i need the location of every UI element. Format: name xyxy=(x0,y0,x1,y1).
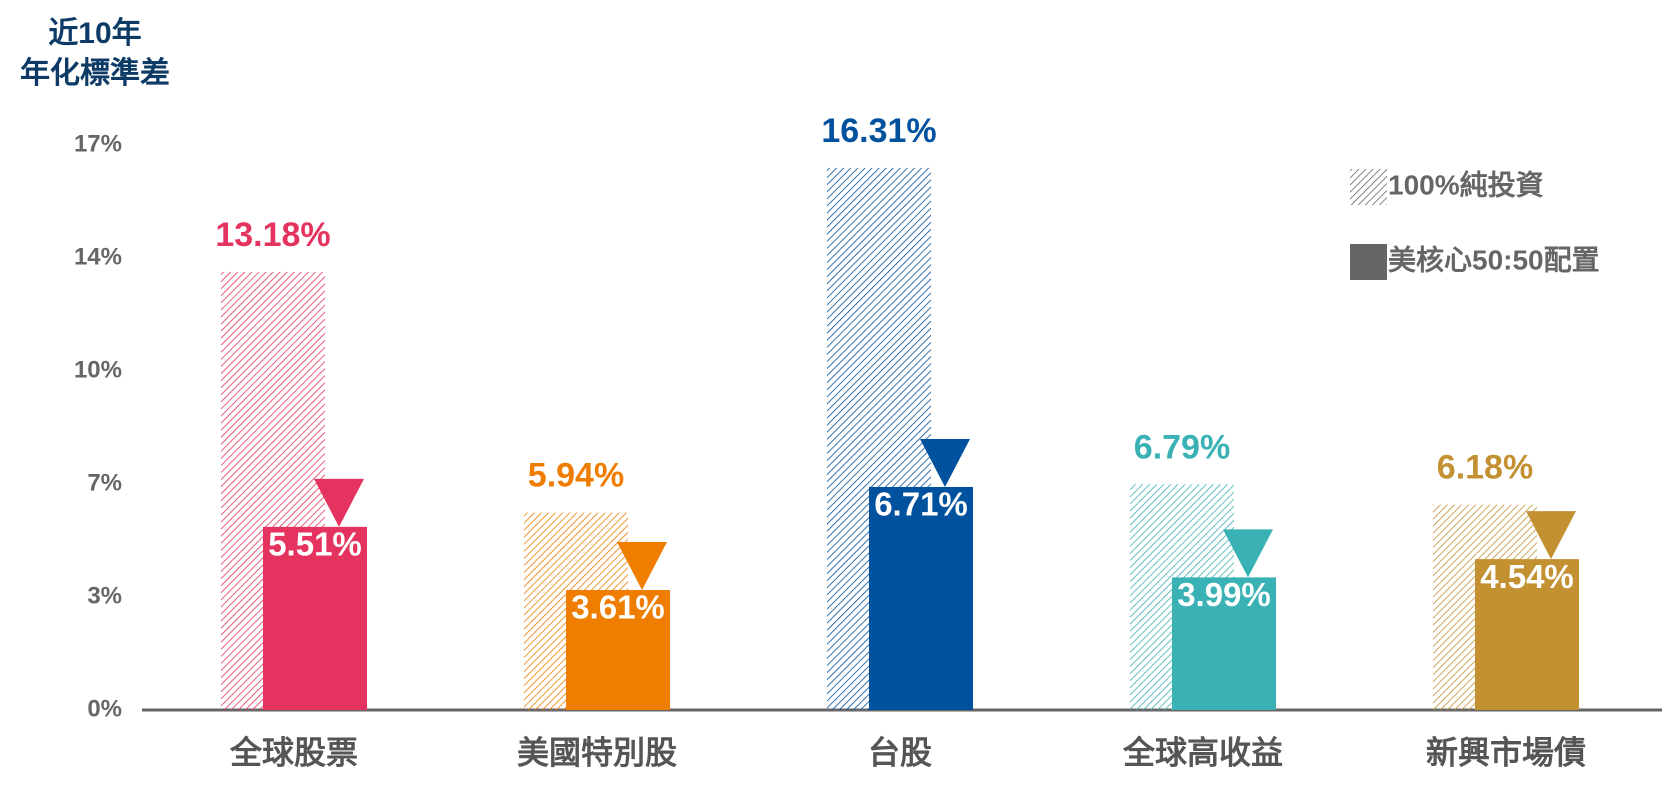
y-tick-label: 3% xyxy=(87,582,122,609)
x-tick-label: 新興市場債 xyxy=(1426,734,1586,770)
value-label: 3.99% xyxy=(1177,576,1271,613)
value-label: 6.18% xyxy=(1437,449,1533,487)
value-label: 5.94% xyxy=(528,457,624,495)
value-label: 3.61% xyxy=(571,589,665,626)
value-label: 6.71% xyxy=(874,486,968,523)
x-tick-label: 台股 xyxy=(868,734,932,770)
y-tick-label: 14% xyxy=(74,243,122,270)
arrow-icon xyxy=(920,438,970,487)
legend-swatch xyxy=(1350,169,1387,205)
legend-label: 100%純投資 xyxy=(1388,169,1544,200)
value-label: 5.51% xyxy=(268,526,362,563)
y-tick-label: 17% xyxy=(74,130,122,157)
y-tick-label: 7% xyxy=(87,469,122,496)
bar xyxy=(1475,559,1579,710)
bar xyxy=(263,526,367,710)
value-label: 16.31% xyxy=(821,112,936,150)
arrow-icon xyxy=(617,542,667,591)
x-tick-label: 美國特別股 xyxy=(517,734,677,770)
bar xyxy=(869,486,973,710)
y-axis-title: 年化標準差 xyxy=(20,56,170,90)
x-tick-label: 全球股票 xyxy=(229,734,358,770)
value-label: 13.18% xyxy=(215,216,330,254)
bar xyxy=(566,590,670,710)
x-tick-label: 全球高收益 xyxy=(1122,734,1283,770)
arrow-icon xyxy=(1223,529,1273,578)
y-axis-title: 近10年 xyxy=(48,17,141,50)
y-tick-label: 0% xyxy=(87,695,122,722)
value-label: 6.79% xyxy=(1134,428,1230,466)
bar xyxy=(1172,577,1276,710)
arrow-icon xyxy=(314,478,364,527)
legend-label: 美核心50:50配置 xyxy=(1388,244,1600,275)
y-tick-label: 10% xyxy=(74,356,122,383)
value-label: 4.54% xyxy=(1480,558,1574,595)
arrow-icon xyxy=(1526,511,1576,560)
legend-swatch xyxy=(1350,244,1387,280)
